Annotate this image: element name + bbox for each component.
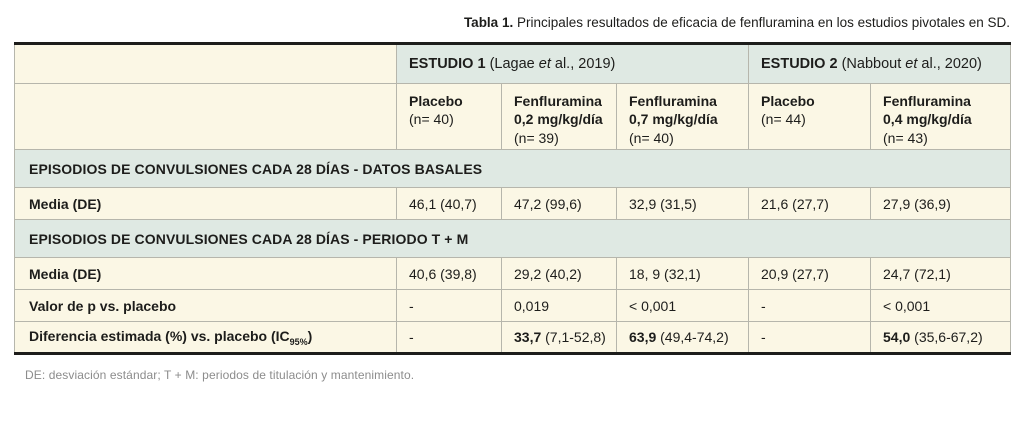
diff-value-bold: 63,9 bbox=[629, 329, 657, 346]
study2-cite-post: al., 2020) bbox=[917, 56, 982, 73]
col-header-fenfluramina-04: Fenfluramina 0,4 mg/kg/día (n= 43) bbox=[870, 83, 1012, 151]
arm-n: (n= 43) bbox=[883, 129, 928, 146]
study1-cite-pre: (Lagae bbox=[485, 56, 539, 73]
value-cell: 47,2 (99,6) bbox=[501, 187, 617, 221]
study2-name: ESTUDIO 2 bbox=[761, 56, 838, 73]
value-cell: 54,0 (35,6-67,2) bbox=[870, 321, 1012, 355]
col-header-fenfluramina-02: Fenfluramina 0,2 mg/kg/día (n= 39) bbox=[501, 83, 617, 151]
value-cell: - bbox=[396, 321, 502, 355]
value-cell: 0,019 bbox=[501, 289, 617, 323]
section-row-basales: EPISODIOS DE CONVULSIONES CADA 28 DÍAS -… bbox=[13, 149, 1012, 189]
study2-cite-pre: (Nabbout bbox=[837, 56, 906, 73]
arm-dose: 0,4 mg/kg/día bbox=[883, 111, 972, 128]
arm-drug: Placebo bbox=[761, 93, 815, 110]
arm-n: (n= 40) bbox=[409, 111, 454, 128]
row-pvalue: Valor de p vs. placebo - 0,019 < 0,001 -… bbox=[14, 289, 1012, 323]
value-cell: 18, 9 (32,1) bbox=[615, 257, 750, 291]
row-label: Media (DE) bbox=[14, 257, 397, 291]
arm-drug: Placebo bbox=[409, 93, 463, 110]
row-label: Media (DE) bbox=[14, 187, 397, 221]
diff-value-bold: 33,7 bbox=[514, 329, 542, 346]
value-cell: - bbox=[748, 289, 872, 323]
arm-n: (n= 44) bbox=[761, 111, 806, 128]
diff-label-post: ) bbox=[307, 327, 313, 344]
value-cell: 40,6 (39,8) bbox=[396, 257, 502, 291]
value-cell: 46,1 (40,7) bbox=[396, 187, 502, 221]
value-cell: 29,2 (40,2) bbox=[501, 257, 617, 291]
study1-cite-post: al., 2019) bbox=[550, 56, 616, 73]
diff-value-rest: (35,6-67,2) bbox=[910, 329, 983, 346]
study1-cite-et: et bbox=[538, 56, 551, 73]
value-cell: 24,7 (72,1) bbox=[870, 257, 1012, 291]
section-title-basales: EPISODIOS DE CONVULSIONES CADA 28 DÍAS -… bbox=[13, 149, 1012, 189]
study2-cite-et: et bbox=[905, 56, 918, 73]
value-cell: 63,9 (49,4-74,2) bbox=[615, 321, 750, 355]
col-header-placebo-2: Placebo (n= 44) bbox=[748, 83, 872, 151]
value-cell: < 0,001 bbox=[615, 289, 750, 323]
row-label: Diferencia estimada (%) vs. placebo (IC9… bbox=[14, 321, 397, 355]
study1-header-cell: ESTUDIO 1 (Lagae et al., 2019) bbox=[395, 43, 750, 85]
value-cell: - bbox=[396, 289, 502, 323]
diff-value-rest: - bbox=[409, 329, 414, 346]
arm-dose: 0,2 mg/kg/día bbox=[514, 111, 603, 128]
efficacy-results-table: ESTUDIO 1 (Lagae et al., 2019) ESTUDIO 2… bbox=[13, 42, 1012, 356]
diff-label-subscript: 95% bbox=[289, 336, 308, 347]
value-cell: 32,9 (31,5) bbox=[615, 187, 750, 221]
section-title-periodo-tm: EPISODIOS DE CONVULSIONES CADA 28 DÍAS -… bbox=[13, 219, 1012, 259]
empty-label-cell bbox=[14, 83, 397, 151]
value-cell: < 0,001 bbox=[870, 289, 1012, 323]
section-row-periodo-tm: EPISODIOS DE CONVULSIONES CADA 28 DÍAS -… bbox=[13, 219, 1012, 259]
row-media-tm: Media (DE) 40,6 (39,8) 29,2 (40,2) 18, 9… bbox=[14, 257, 1012, 291]
study-header-row: ESTUDIO 1 (Lagae et al., 2019) ESTUDIO 2… bbox=[14, 43, 1012, 85]
value-cell: 21,6 (27,7) bbox=[748, 187, 872, 221]
arm-drug: Fenfluramina bbox=[883, 93, 971, 110]
row-media-basal: Media (DE) 46,1 (40,7) 47,2 (99,6) 32,9 … bbox=[14, 187, 1012, 221]
empty-corner-cell bbox=[14, 43, 397, 85]
diff-value-bold: 54,0 bbox=[883, 329, 911, 346]
table-title: Tabla 1. Principales resultados de efica… bbox=[0, 15, 1010, 31]
table-title-text: Principales resultados de eficacia de fe… bbox=[513, 15, 1010, 30]
diff-value-rest: (7,1-52,8) bbox=[541, 329, 606, 346]
arm-header-row: Placebo (n= 40) Fenfluramina 0,2 mg/kg/d… bbox=[14, 83, 1012, 151]
table-title-label: Tabla 1. bbox=[463, 15, 514, 30]
diff-label-pre: Diferencia estimada (%) vs. placebo (IC bbox=[29, 327, 290, 344]
value-cell: 27,9 (36,9) bbox=[870, 187, 1012, 221]
arm-dose: 0,7 mg/kg/día bbox=[629, 111, 718, 128]
diff-value-rest: (49,4-74,2) bbox=[656, 329, 729, 346]
row-label: Valor de p vs. placebo bbox=[14, 289, 397, 323]
value-cell: 20,9 (27,7) bbox=[748, 257, 872, 291]
arm-n: (n= 40) bbox=[629, 129, 674, 146]
study2-header-cell: ESTUDIO 2 (Nabbout et al., 2020) bbox=[748, 43, 1012, 85]
study1-name: ESTUDIO 1 bbox=[409, 56, 486, 73]
col-header-placebo-1: Placebo (n= 40) bbox=[396, 83, 502, 151]
arm-n: (n= 39) bbox=[514, 129, 559, 146]
arm-drug: Fenfluramina bbox=[629, 93, 717, 110]
value-cell: 33,7 (7,1-52,8) bbox=[501, 321, 617, 355]
diff-value-rest: - bbox=[761, 329, 766, 346]
table-footnote: DE: desviación estándar; T + M: periodos… bbox=[25, 368, 415, 383]
value-cell: - bbox=[748, 321, 872, 355]
col-header-fenfluramina-07: Fenfluramina 0,7 mg/kg/día (n= 40) bbox=[615, 83, 750, 151]
arm-drug: Fenfluramina bbox=[514, 93, 602, 110]
row-estimated-difference: Diferencia estimada (%) vs. placebo (IC9… bbox=[14, 321, 1012, 355]
